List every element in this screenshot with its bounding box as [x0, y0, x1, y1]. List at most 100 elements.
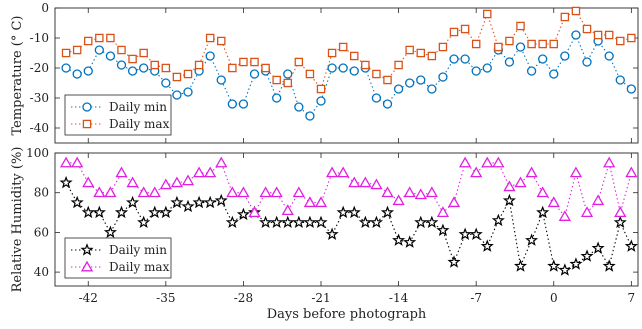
data-point: [403, 186, 416, 198]
data-point: [71, 156, 84, 168]
data-point: [148, 186, 161, 198]
y-tick-label: 100: [26, 146, 49, 160]
data-point: [228, 63, 237, 73]
data-point: [305, 69, 315, 79]
humidity-panel: 40 60 80 100 -42 -35 -28 -21 -14 -7 0 7 Relative Hum…: [10, 146, 639, 322]
data-point: [283, 78, 293, 88]
data-point: [194, 60, 204, 70]
x-tick-label: -35: [156, 291, 175, 305]
data-point: [192, 166, 206, 178]
data-point: [505, 36, 514, 46]
data-point: [438, 42, 448, 52]
data-point: [281, 204, 294, 216]
data-point: [82, 176, 95, 188]
data-point: [392, 194, 405, 206]
data-point: [283, 69, 293, 79]
data-point: [513, 259, 528, 272]
data-point: [203, 195, 217, 209]
data-point: [272, 93, 282, 103]
data-point: [538, 39, 547, 49]
data-point: [492, 156, 505, 168]
data-point: [358, 215, 372, 229]
data-point: [449, 27, 459, 37]
axes-box: [54, 7, 639, 144]
data-point: [294, 57, 304, 67]
data-point: [447, 255, 461, 268]
data-point: [172, 72, 182, 82]
data-point: [261, 63, 270, 73]
data-point: [316, 96, 326, 106]
data-point: [350, 51, 359, 61]
data-point: [103, 225, 117, 238]
data-point: [604, 30, 614, 40]
data-point: [170, 195, 184, 209]
data-point: [471, 66, 481, 76]
series-daily-min: [61, 30, 636, 121]
data-point: [571, 30, 581, 40]
data-point: [491, 213, 505, 227]
y-tick-label: -20: [30, 61, 49, 75]
legend-marker: [80, 243, 94, 256]
data-point: [571, 6, 581, 16]
data-point: [469, 227, 483, 240]
data-point: [591, 194, 605, 206]
data-point: [449, 54, 459, 64]
data-point: [438, 72, 448, 82]
data-point: [582, 57, 592, 67]
data-point: [427, 51, 437, 61]
data-point: [515, 42, 526, 52]
data-point: [405, 45, 414, 55]
data-point: [436, 223, 450, 236]
data-point: [369, 215, 383, 229]
series-line: [65, 182, 632, 271]
data-point: [580, 249, 594, 262]
data-point: [394, 60, 403, 70]
data-point: [183, 87, 193, 97]
data-point: [602, 259, 616, 272]
data-point: [84, 36, 93, 46]
data-point: [447, 196, 461, 208]
data-point: [272, 75, 281, 85]
data-point: [159, 178, 172, 190]
data-point: [372, 69, 381, 79]
data-point: [227, 99, 237, 109]
legend-label: Daily min: [109, 243, 167, 257]
data-point: [181, 174, 195, 186]
data-point: [470, 166, 483, 178]
y-tick-label: -30: [30, 91, 49, 105]
data-point: [239, 57, 248, 67]
data-point: [250, 57, 259, 67]
data-point: [205, 33, 215, 43]
data-point: [204, 166, 217, 178]
data-point: [81, 205, 95, 219]
data-point: [382, 99, 393, 109]
data-point: [95, 33, 104, 43]
data-point: [72, 45, 82, 55]
data-point: [92, 205, 106, 219]
y-axis-label: Temperature (° C): [10, 15, 25, 135]
data-point: [236, 207, 250, 221]
legend-label: Daily max: [109, 117, 170, 131]
data-point: [238, 99, 249, 109]
data-point: [226, 186, 239, 198]
y-tick-label: 40: [34, 265, 49, 279]
x-tick-label: -21: [311, 291, 330, 305]
data-point: [83, 66, 93, 76]
data-point: [494, 42, 503, 52]
data-point: [93, 186, 106, 198]
data-point: [416, 75, 426, 85]
data-point: [116, 60, 127, 70]
data-point: [380, 205, 395, 219]
data-point: [514, 176, 527, 188]
data-point: [580, 206, 594, 218]
data-point: [547, 259, 561, 272]
data-point: [128, 54, 137, 64]
data-point: [314, 196, 328, 208]
data-point: [259, 186, 272, 198]
x-axis-label: Days before photograph: [267, 307, 427, 322]
data-point: [325, 166, 339, 178]
data-point: [527, 39, 536, 49]
data-point: [183, 69, 193, 79]
